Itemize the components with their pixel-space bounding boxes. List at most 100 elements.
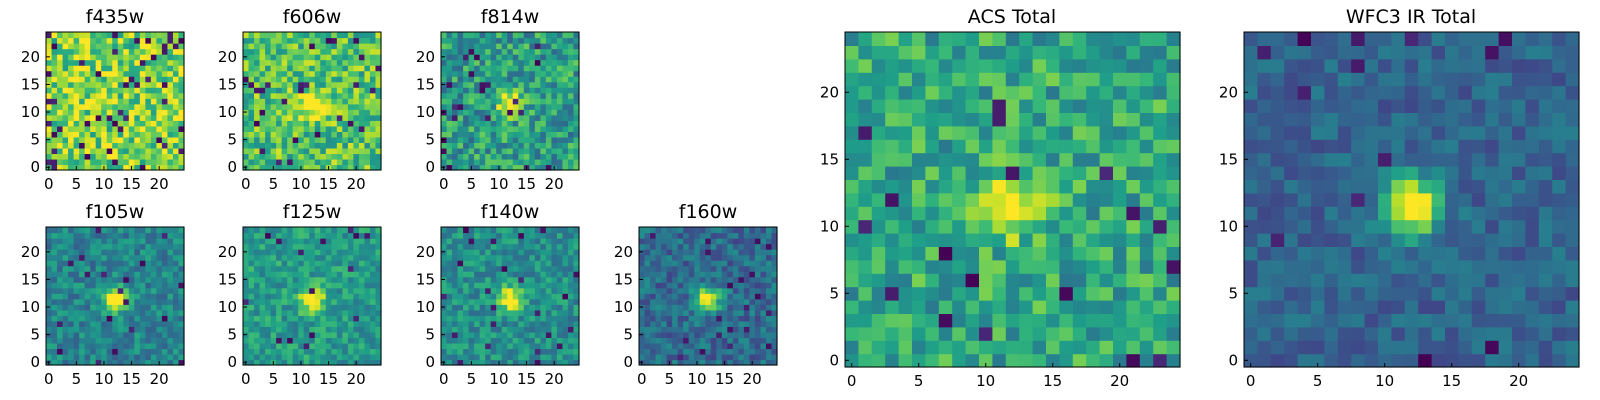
- heatmap-cell: [128, 298, 135, 305]
- heatmap-cell: [325, 320, 332, 327]
- heatmap-cell: [545, 320, 552, 327]
- heatmap-cell: [314, 120, 321, 127]
- heatmap-cell: [551, 103, 558, 110]
- heatmap-cell: [688, 249, 695, 256]
- heatmap-cell: [639, 298, 646, 305]
- heatmap-cell: [106, 43, 113, 50]
- heatmap-cell: [661, 326, 668, 333]
- heatmap-cell: [90, 158, 97, 166]
- heatmap-cell: [123, 282, 130, 289]
- heatmap-cell: [84, 153, 91, 160]
- heatmap-cell: [1005, 286, 1020, 301]
- heatmap-cell: [771, 304, 778, 311]
- heatmap-cell: [331, 227, 338, 234]
- heatmap-cell: [732, 315, 739, 322]
- heatmap-cell: [128, 320, 135, 327]
- heatmap-cell: [90, 43, 97, 50]
- heatmap-cell: [139, 227, 146, 234]
- heatmap-cell: [749, 298, 756, 305]
- heatmap-cell: [749, 326, 756, 333]
- heatmap-cell: [101, 276, 108, 283]
- heatmap-cell: [259, 342, 266, 350]
- heatmap-cell: [1019, 353, 1034, 368]
- heatmap-cell: [463, 304, 470, 311]
- heatmap-cell: [452, 48, 459, 55]
- heatmap-cell: [446, 282, 453, 289]
- heatmap-cell: [62, 243, 69, 250]
- x-tick-label: 20: [150, 370, 169, 388]
- heatmap-cell: [457, 92, 464, 99]
- heatmap-cell: [760, 309, 767, 316]
- heatmap-cell: [298, 287, 305, 294]
- heatmap-cell: [167, 43, 174, 50]
- heatmap-cell: [314, 136, 321, 143]
- heatmap-cell: [259, 32, 266, 39]
- heatmap-cell: [529, 32, 536, 39]
- heatmap-cell: [243, 315, 250, 322]
- heatmap-cell: [325, 142, 332, 149]
- heatmap-cell: [270, 65, 277, 72]
- heatmap-cell: [117, 136, 124, 143]
- heatmap-cell: [46, 238, 53, 245]
- heatmap-cell: [90, 293, 97, 300]
- heatmap-cell: [573, 87, 580, 94]
- heatmap-cell: [254, 76, 261, 83]
- heatmap-cell: [760, 227, 767, 234]
- heatmap-cell: [375, 337, 382, 344]
- heatmap-cell: [150, 320, 157, 327]
- heatmap-cell: [710, 348, 717, 355]
- heatmap-cell: [716, 238, 723, 245]
- heatmap-cell: [369, 81, 377, 88]
- heatmap-cell: [765, 359, 773, 366]
- heatmap-cell: [281, 103, 288, 110]
- heatmap-cell: [452, 271, 459, 278]
- heatmap-cell: [925, 206, 940, 221]
- heatmap-cell: [898, 273, 913, 288]
- heatmap-cell: [270, 48, 277, 55]
- heatmap-cell: [303, 309, 310, 316]
- heatmap-cell: [90, 265, 97, 272]
- heatmap-cell: [912, 286, 926, 301]
- heatmap-cell: [281, 353, 288, 361]
- heatmap-cell: [771, 276, 778, 283]
- heatmap-cell: [106, 353, 113, 361]
- heatmap-cell: [161, 87, 169, 94]
- heatmap-cell: [540, 65, 547, 72]
- heatmap-cell: [101, 331, 108, 338]
- heatmap-cell: [46, 158, 53, 166]
- heatmap-cell: [1139, 192, 1154, 207]
- heatmap-cell: [139, 87, 146, 94]
- heatmap-cell: [134, 293, 141, 300]
- heatmap-cell: [771, 243, 778, 250]
- heatmap-cell: [534, 59, 541, 66]
- heatmap-cell: [688, 309, 695, 316]
- heatmap-cell: [710, 249, 717, 256]
- heatmap-cell: [375, 265, 382, 272]
- heatmap-cell: [501, 276, 508, 283]
- heatmap-cell: [567, 43, 575, 50]
- heatmap-cell: [567, 70, 575, 77]
- heatmap-cell: [90, 249, 97, 256]
- heatmap-cell: [965, 286, 980, 301]
- heatmap-cell: [468, 331, 475, 338]
- heatmap-cell: [898, 152, 913, 167]
- heatmap-cell: [507, 120, 514, 127]
- heatmap-cell: [672, 315, 679, 322]
- heatmap-cell: [156, 249, 163, 256]
- heatmap-cell: [912, 192, 926, 207]
- heatmap-cell: [677, 337, 684, 344]
- heatmap-cell: [128, 331, 135, 338]
- heatmap-cell: [128, 59, 135, 66]
- heatmap-cell: [342, 359, 349, 366]
- heatmap-cell: [57, 120, 64, 127]
- heatmap-cell: [457, 254, 464, 261]
- heatmap-cell: [139, 103, 146, 110]
- heatmap-cell: [573, 76, 580, 83]
- heatmap-cell: [529, 265, 536, 272]
- heatmap-cell: [46, 37, 53, 44]
- heatmap-cell: [248, 353, 255, 361]
- heatmap-cell: [84, 147, 91, 155]
- heatmap-cell: [123, 142, 130, 149]
- heatmap-cell: [540, 298, 547, 305]
- heatmap-cell: [710, 265, 717, 272]
